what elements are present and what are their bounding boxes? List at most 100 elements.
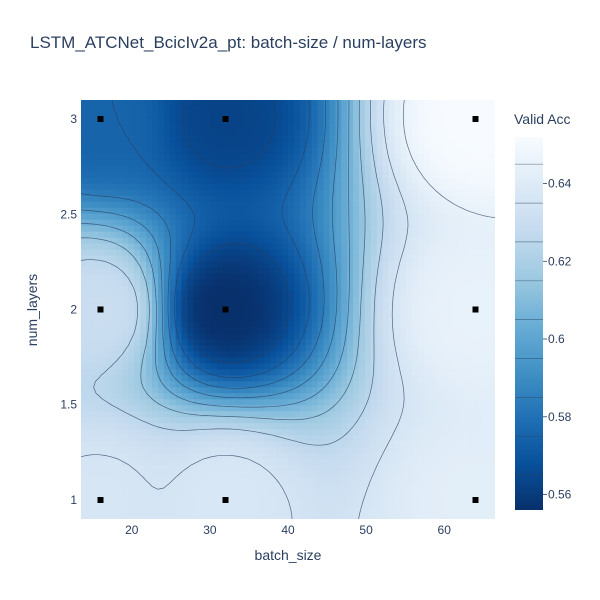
heatmap-cell — [347, 117, 354, 125]
heatmap-cell — [317, 100, 325, 107]
heatmap-cell — [429, 135, 437, 143]
heatmap-cell — [187, 123, 194, 131]
heatmap-cell — [217, 309, 224, 317]
heatmap-cell — [329, 411, 336, 418]
heatmap-cell — [465, 237, 472, 245]
heatmap-cell — [246, 405, 254, 412]
heatmap-cell — [140, 147, 147, 155]
heatmap-cell — [157, 315, 165, 323]
heatmap-cell — [477, 441, 484, 448]
data-point[interactable] — [97, 306, 104, 313]
heatmap-cell — [211, 273, 218, 281]
heatmap-cell — [240, 111, 248, 119]
heatmap-cell — [394, 255, 401, 263]
data-point[interactable] — [472, 116, 479, 122]
heatmap-cell — [317, 501, 325, 508]
heatmap-cell — [122, 105, 129, 113]
heatmap-cell — [335, 303, 342, 311]
heatmap-cell — [205, 369, 212, 376]
heatmap-cell — [151, 495, 159, 502]
heatmap-cell — [163, 399, 171, 406]
heatmap-cell — [217, 327, 224, 335]
heatmap-cell — [447, 141, 455, 149]
heatmap-cell — [258, 495, 265, 502]
heatmap-cell — [335, 369, 342, 376]
heatmap-cell — [122, 315, 129, 323]
heatmap-cell — [246, 399, 254, 406]
heatmap-cell — [157, 345, 165, 352]
heatmap-cell — [81, 345, 88, 352]
heatmap-cell — [305, 489, 313, 496]
heatmap-cell — [282, 351, 289, 358]
heatmap-cell — [151, 315, 159, 323]
heatmap-cell — [329, 477, 336, 484]
data-point[interactable] — [222, 306, 229, 313]
heatmap-cell — [459, 225, 467, 233]
heatmap-cell — [388, 507, 396, 514]
heatmap-cell — [400, 381, 407, 388]
heatmap-cell — [146, 423, 153, 430]
heatmap-cell — [477, 231, 484, 239]
heatmap-cell — [187, 339, 194, 347]
heatmap-cell — [246, 513, 254, 519]
heatmap-cell — [400, 447, 407, 454]
heatmap-cell — [471, 111, 478, 119]
heatmap-cell — [217, 495, 224, 502]
data-point[interactable] — [222, 497, 229, 503]
heatmap-cell — [222, 309, 230, 317]
heatmap-cell — [406, 327, 413, 335]
heatmap-cell — [116, 261, 123, 269]
heatmap-cell — [128, 129, 135, 137]
heatmap-cell — [163, 111, 171, 119]
heatmap-cell — [140, 237, 147, 245]
heatmap-cell — [317, 105, 325, 113]
heatmap-cell — [459, 339, 467, 347]
heatmap-cell — [146, 243, 153, 251]
heatmap-cell — [240, 237, 248, 245]
heatmap-cell — [353, 321, 360, 329]
heatmap-cell — [376, 273, 384, 281]
heatmap-cell — [134, 351, 141, 358]
heatmap-cell — [81, 231, 88, 239]
heatmap-cell — [317, 423, 325, 430]
heatmap-cell — [128, 441, 135, 448]
data-point[interactable] — [472, 497, 479, 503]
heatmap-cell — [169, 100, 177, 107]
heatmap-cell — [187, 423, 194, 430]
heatmap-cell — [353, 219, 360, 227]
data-point[interactable] — [97, 497, 104, 503]
heatmap-cell — [305, 129, 313, 137]
heatmap-cell — [305, 237, 313, 245]
heatmap-cell — [453, 123, 461, 131]
heatmap-cell — [406, 159, 413, 167]
heatmap-cell — [187, 273, 194, 281]
heatmap-cell — [347, 405, 354, 412]
heatmap-cell — [429, 177, 437, 185]
heatmap-cell — [140, 100, 147, 107]
heatmap-cell — [228, 231, 236, 239]
data-point[interactable] — [472, 306, 479, 313]
heatmap-cell — [465, 273, 472, 281]
heatmap-cell — [282, 447, 289, 454]
heatmap-cell — [299, 129, 307, 137]
data-point[interactable] — [222, 116, 229, 122]
heatmap-cell — [104, 345, 112, 352]
heatmap-cell — [110, 177, 118, 185]
heatmap-cell — [270, 513, 277, 519]
heatmap-cell — [222, 405, 230, 412]
heatmap-cell — [134, 291, 141, 299]
heatmap-cell — [370, 153, 378, 161]
heatmap-cell — [364, 405, 372, 412]
heatmap-cell — [234, 285, 242, 293]
heatmap-cell — [128, 489, 135, 496]
heatmap-cell — [282, 195, 289, 203]
heatmap-cell — [311, 303, 319, 311]
heatmap-cell — [305, 261, 313, 269]
heatmap-cell — [116, 477, 123, 484]
heatmap-cell — [134, 429, 141, 436]
heatmap-cell — [412, 261, 419, 269]
data-point[interactable] — [97, 116, 104, 122]
heatmap-cell — [429, 100, 437, 107]
heatmap-cell — [157, 273, 165, 281]
heatmap-cell — [187, 297, 194, 305]
